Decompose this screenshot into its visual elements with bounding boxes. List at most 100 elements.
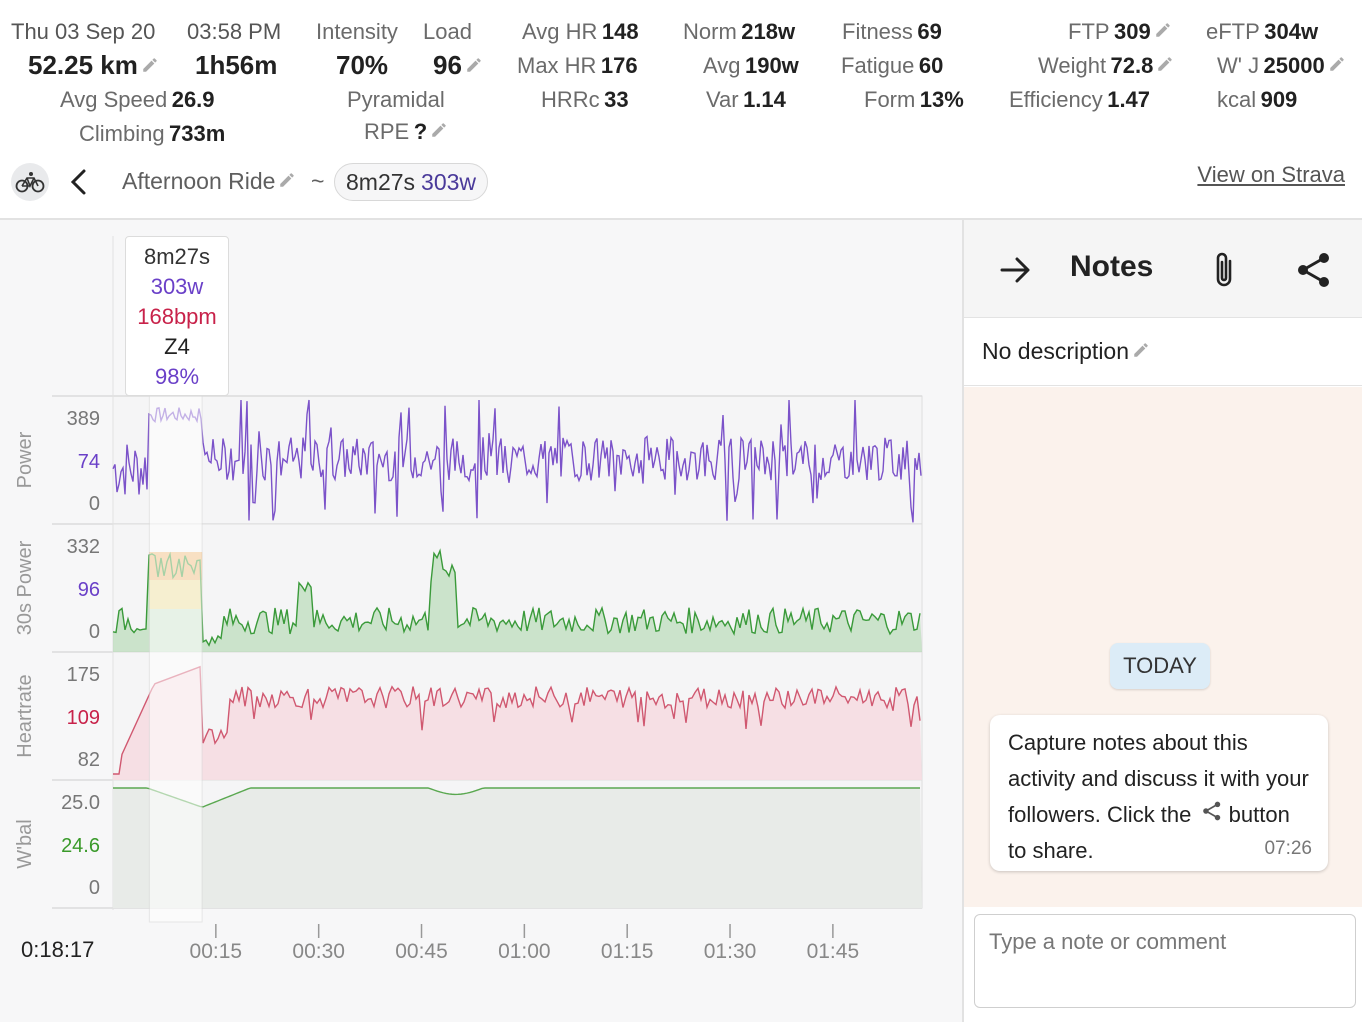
panel-tick-bottom: 0	[89, 877, 100, 899]
wj-stat[interactable]: W' J 25000	[1217, 53, 1346, 79]
pyramidal-label: Pyramidal	[347, 87, 445, 112]
distance-value: 52.25 km	[28, 50, 138, 80]
chart-panel-frame	[112, 395, 923, 525]
duration-value: 1h56m	[195, 50, 278, 80]
pencil-icon[interactable]	[1156, 55, 1174, 73]
note-input-box[interactable]	[974, 914, 1356, 1008]
notes-title: Notes	[1070, 250, 1154, 283]
heartrate-series-line	[113, 665, 921, 775]
share-icon[interactable]	[1201, 797, 1223, 821]
var-label: Var	[706, 87, 739, 112]
efficiency-value: 1.47	[1107, 87, 1151, 112]
pencil-icon[interactable]	[141, 56, 159, 74]
today-badge: TODAY	[1110, 643, 1210, 689]
tooltip-zone: Z4	[164, 334, 190, 359]
wbal-area	[113, 788, 922, 908]
pencil-icon[interactable]	[465, 56, 483, 74]
note-input[interactable]	[989, 929, 1339, 955]
description-row[interactable]: No description	[964, 318, 1362, 386]
distance-stat[interactable]: 52.25 km	[28, 50, 159, 81]
ftp-label: FTP	[1068, 19, 1110, 44]
activity-title-text: Afternoon Ride	[122, 168, 276, 194]
x-tick-label: 00:30	[292, 940, 345, 963]
weight-label: Weight	[1038, 53, 1107, 78]
share-icon[interactable]	[1292, 248, 1336, 292]
wbal-series-line	[113, 787, 920, 808]
pencil-icon[interactable]	[1132, 338, 1150, 357]
hrrc-label: HRRc	[541, 87, 600, 112]
norm-value: 218w	[741, 19, 796, 44]
avg-power-label: Avg	[703, 53, 741, 78]
chip-duration: 8m27s	[346, 168, 416, 195]
activity-chart[interactable]: Power 389 74 0 30s Power 332 96 0 Heartrate 175 10…	[0, 220, 962, 1022]
pencil-icon[interactable]	[278, 168, 296, 187]
tooltip-watts: 303w	[150, 274, 204, 299]
eftp-label: eFTP	[1206, 19, 1260, 44]
panel-tick-top: 175	[67, 664, 100, 686]
panel-tick-mid: 96	[78, 579, 100, 601]
ftp-stat[interactable]: FTP 309	[1068, 19, 1172, 45]
panel-ylabel: Power	[14, 431, 36, 488]
rpe-value: ?	[413, 119, 428, 144]
pencil-icon[interactable]	[430, 121, 448, 139]
kcal-value: 909	[1260, 87, 1298, 112]
x-tick-label: 00:15	[190, 940, 243, 963]
kcal-label: kcal	[1217, 87, 1257, 112]
x-tick-label: 01:30	[704, 940, 757, 963]
avg-speed-value: 26.9	[171, 87, 215, 112]
ftp-value: 309	[1114, 19, 1151, 44]
load-stat[interactable]: 96	[433, 50, 483, 81]
hrrc-value: 33	[604, 87, 629, 112]
view-on-strava-link[interactable]: View on Strava	[1197, 162, 1345, 187]
activity-title[interactable]: Afternoon Ride	[122, 168, 296, 195]
tooltip-duration: 8m27s	[143, 244, 211, 269]
max-hr-label: Max HR	[517, 53, 597, 78]
panel-tick-bottom: 0	[89, 621, 100, 643]
x-tick-label: 00:45	[395, 940, 448, 963]
climbing-label: Climbing	[79, 121, 165, 146]
eftp-value: 304w	[1264, 19, 1319, 44]
power30-area	[113, 550, 922, 652]
panel-ylabel: Heartrate	[14, 674, 36, 757]
description-text: No description	[982, 338, 1130, 364]
intensity-value: 70%	[336, 50, 389, 80]
fatigue-label: Fatigue	[841, 53, 915, 78]
tooltip-bpm: 168bpm	[137, 304, 217, 329]
fitness-value: 69	[917, 19, 942, 44]
fitness-label: Fitness	[842, 19, 913, 44]
load-label: Load	[423, 19, 472, 44]
message-bubble: Capture notes about this activity and di…	[990, 715, 1328, 871]
activity-date: Thu 03 Sep 20	[11, 19, 156, 44]
bike-icon[interactable]	[11, 163, 49, 201]
panel-tick-bottom: 0	[89, 493, 100, 515]
wj-label: W' J	[1217, 53, 1260, 78]
avg-hr-label: Avg HR	[522, 19, 598, 44]
weight-stat[interactable]: Weight 72.8	[1038, 53, 1174, 79]
panel-tick-top: 389	[67, 408, 100, 430]
pencil-icon[interactable]	[1154, 21, 1172, 39]
climbing-value: 733m	[169, 121, 226, 146]
pencil-icon[interactable]	[1328, 55, 1346, 73]
avg-hr-value: 148	[601, 19, 639, 44]
panel-ylabel: 30s Power	[14, 540, 36, 635]
intensity-label: Intensity	[316, 19, 398, 44]
selection-overlay	[148, 395, 203, 923]
power-series-line	[112, 399, 922, 523]
tooltip-pct: 98%	[154, 364, 200, 389]
wj-value: 25000	[1263, 53, 1325, 78]
rpe-stat[interactable]: RPE ?	[364, 119, 448, 145]
panel-tick-mid: 24.6	[61, 835, 100, 857]
title-separator: ~	[311, 168, 325, 194]
x-tick-label: 01:45	[807, 940, 860, 963]
chip-watts: 303w	[421, 168, 477, 195]
paperclip-icon[interactable]	[1206, 248, 1242, 292]
forward-arrow-icon[interactable]	[996, 250, 1036, 290]
x-tick-label: 01:15	[601, 940, 654, 963]
panel-tick-top: 25.0	[61, 792, 100, 814]
back-arrow-icon[interactable]	[62, 165, 94, 199]
current-time-label: 0:18:17	[21, 937, 95, 962]
norm-label: Norm	[683, 19, 737, 44]
interval-chip[interactable]: 8m27s 303w	[334, 163, 489, 201]
message-text-end: button to share.	[1008, 802, 1290, 863]
panel-tick-mid: 109	[67, 707, 100, 729]
